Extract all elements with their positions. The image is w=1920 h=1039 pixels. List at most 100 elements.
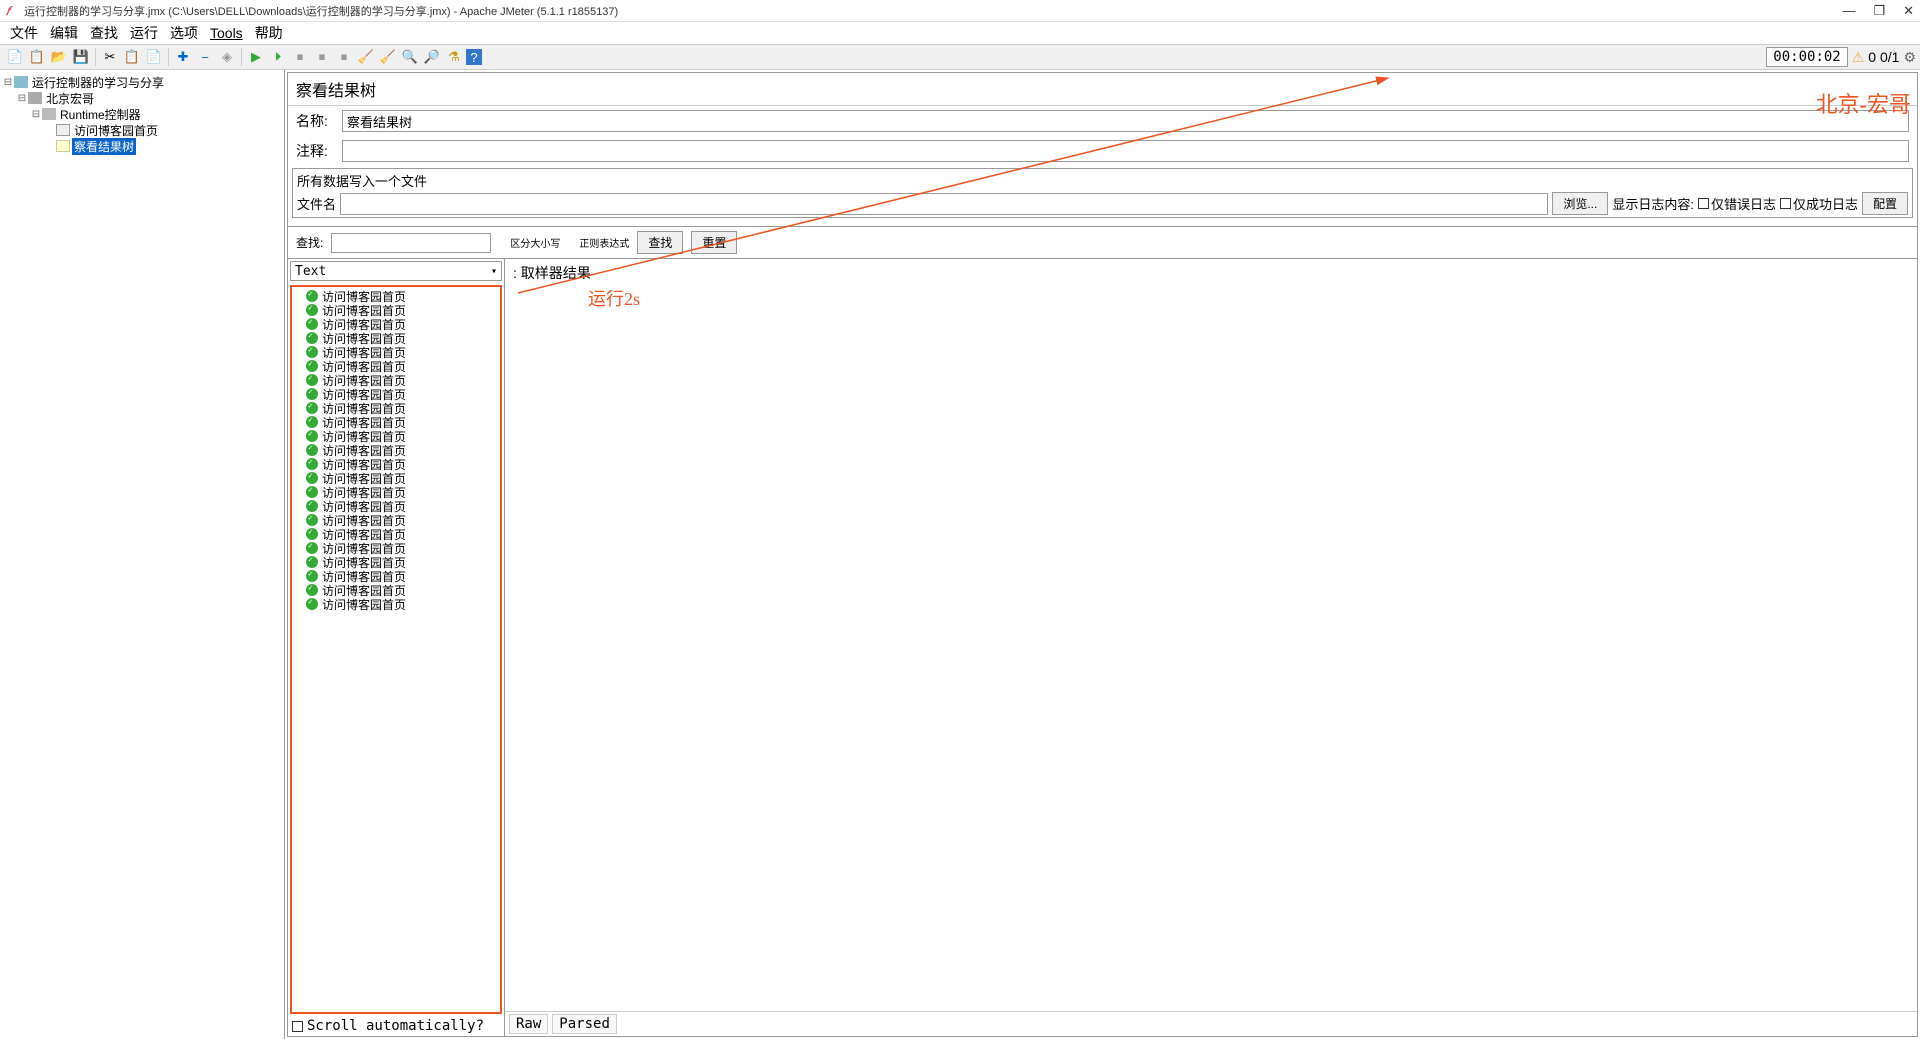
cut-icon[interactable]: ✂	[100, 47, 120, 67]
expand-icon[interactable]: ✚	[173, 47, 193, 67]
search-input[interactable]	[331, 233, 491, 253]
remote-stop-icon[interactable]: ⏹	[334, 47, 354, 67]
minimize-button[interactable]: —	[1842, 3, 1855, 19]
tree-listener[interactable]: 察看结果树	[72, 138, 136, 155]
listener-panel: 察看结果树 名称: 注释: 所有数据写入一个文件 文件名 浏览... 显示日志内…	[287, 72, 1918, 1037]
help-icon[interactable]: ?	[466, 49, 482, 65]
shutdown-icon[interactable]: ⏹	[312, 47, 332, 67]
toggle-icon[interactable]: ◈	[217, 47, 237, 67]
menu-search[interactable]: 查找	[86, 23, 122, 43]
gear-icon[interactable]: ⚙	[1903, 49, 1916, 66]
scroll-auto-checkbox[interactable]: Scroll automatically?	[288, 1016, 504, 1036]
jmeter-icon: 𝑓	[6, 4, 20, 18]
success-icon	[306, 346, 318, 358]
tab-raw[interactable]: Raw	[509, 1014, 548, 1034]
success-icon	[306, 584, 318, 596]
reset-button[interactable]: 重置	[691, 231, 737, 254]
comment-input[interactable]	[342, 140, 1909, 162]
success-icon	[306, 416, 318, 428]
toolbar: 📄 📋 📂 💾 ✂ 📋 📄 ✚ − ◈ ▶ ⏵ ⏹ ⏹ ⏹ 🧹 🧹 🔍 🔎 ⚗ …	[0, 44, 1920, 70]
success-icon	[306, 290, 318, 302]
threadgroup-icon	[28, 92, 42, 104]
result-item[interactable]: 访问博客园首页	[294, 597, 498, 611]
close-button[interactable]: ✕	[1903, 3, 1914, 19]
sampler-result-label: : 取样器结果	[505, 259, 1917, 287]
success-icon	[306, 598, 318, 610]
success-icon	[306, 528, 318, 540]
only-error-checkbox[interactable]: 仅错误日志	[1698, 194, 1776, 213]
configure-button[interactable]: 配置	[1862, 192, 1908, 215]
menu-help[interactable]: 帮助	[251, 23, 287, 43]
success-icon	[306, 542, 318, 554]
tree-toggle[interactable]: ⊟	[2, 77, 14, 88]
success-icon	[306, 458, 318, 470]
results-tree-panel: Text 访问博客园首页访问博客园首页访问博客园首页访问博客园首页访问博客园首页…	[288, 259, 505, 1036]
tab-parsed[interactable]: Parsed	[552, 1014, 617, 1034]
warning-icon: ⚠	[1852, 49, 1865, 66]
comment-label: 注释:	[296, 141, 336, 161]
save-icon[interactable]: 💾	[71, 47, 91, 67]
search-tree-icon[interactable]: 🔍	[400, 47, 420, 67]
success-icon	[306, 388, 318, 400]
success-icon	[306, 374, 318, 386]
tree-toggle[interactable]: ⊟	[16, 93, 28, 104]
menu-run[interactable]: 运行	[126, 23, 162, 43]
window-controls: — ❐ ✕	[1842, 3, 1914, 19]
success-icon	[306, 500, 318, 512]
case-checkbox[interactable]: 区分大小写	[499, 235, 560, 250]
controller-icon	[42, 108, 56, 120]
result-label: 访问博客园首页	[322, 596, 406, 613]
results-area: Text 访问博客园首页访问博客园首页访问博客园首页访问博客园首页访问博客园首页…	[288, 259, 1917, 1036]
renderer-dropdown[interactable]: Text	[290, 261, 502, 281]
name-label: 名称:	[296, 111, 336, 131]
name-input[interactable]	[342, 110, 1909, 132]
file-section: 所有数据写入一个文件 文件名 浏览... 显示日志内容: 仅错误日志 仅成功日志…	[292, 168, 1913, 218]
search-row: 查找: 区分大小写 正则表达式 查找 重置	[288, 226, 1917, 259]
success-icon	[306, 556, 318, 568]
tree-testplan[interactable]: 运行控制器的学习与分享	[30, 74, 166, 91]
start-notimers-icon[interactable]: ⏵	[268, 47, 288, 67]
testplan-icon	[14, 76, 28, 88]
filename-input[interactable]	[340, 193, 1548, 215]
file-section-title: 所有数据写入一个文件	[297, 171, 1908, 190]
search-label: 查找:	[296, 234, 323, 251]
menu-tools[interactable]: Tools	[206, 25, 247, 41]
timer-display: 00:00:02	[1766, 47, 1847, 67]
listener-icon	[56, 140, 70, 152]
main-area: ⊟ 运行控制器的学习与分享 ⊟ 北京宏哥 ⊟ Runtime控制器 访问博客园首…	[0, 70, 1920, 1039]
copy-icon[interactable]: 📋	[122, 47, 142, 67]
menu-file[interactable]: 文件	[6, 23, 42, 43]
result-list[interactable]: 访问博客园首页访问博客园首页访问博客园首页访问博客园首页访问博客园首页访问博客园…	[290, 285, 502, 1014]
tree-controller[interactable]: Runtime控制器	[58, 106, 143, 123]
maximize-button[interactable]: ❐	[1873, 3, 1885, 19]
collapse-icon[interactable]: −	[195, 47, 215, 67]
paste-icon[interactable]: 📄	[144, 47, 164, 67]
function-helper-icon[interactable]: ⚗	[444, 47, 464, 67]
thread-counter: 0 0/1	[1868, 49, 1899, 65]
open-icon[interactable]: 📂	[49, 47, 69, 67]
only-success-checkbox[interactable]: 仅成功日志	[1780, 194, 1858, 213]
success-icon	[306, 304, 318, 316]
menu-edit[interactable]: 编辑	[46, 23, 82, 43]
test-plan-tree: ⊟ 运行控制器的学习与分享 ⊟ 北京宏哥 ⊟ Runtime控制器 访问博客园首…	[0, 70, 285, 1039]
search-button[interactable]: 查找	[637, 231, 683, 254]
tree-sampler[interactable]: 访问博客园首页	[72, 122, 160, 139]
new-icon[interactable]: 📄	[5, 47, 25, 67]
success-icon	[306, 472, 318, 484]
sampler-icon	[56, 124, 70, 136]
templates-icon[interactable]: 📋	[27, 47, 47, 67]
success-icon	[306, 318, 318, 330]
success-icon	[306, 430, 318, 442]
browse-button[interactable]: 浏览...	[1552, 192, 1608, 215]
regex-checkbox[interactable]: 正则表达式	[568, 235, 629, 250]
success-icon	[306, 570, 318, 582]
menu-options[interactable]: 选项	[166, 23, 202, 43]
tree-threadgroup[interactable]: 北京宏哥	[44, 90, 96, 107]
stop-icon[interactable]: ⏹	[290, 47, 310, 67]
success-icon	[306, 402, 318, 414]
start-icon[interactable]: ▶	[246, 47, 266, 67]
clear-all-icon[interactable]: 🧹	[378, 47, 398, 67]
tree-toggle[interactable]: ⊟	[30, 109, 42, 120]
clear-icon[interactable]: 🧹	[356, 47, 376, 67]
reset-search-icon[interactable]: 🔎	[422, 47, 442, 67]
